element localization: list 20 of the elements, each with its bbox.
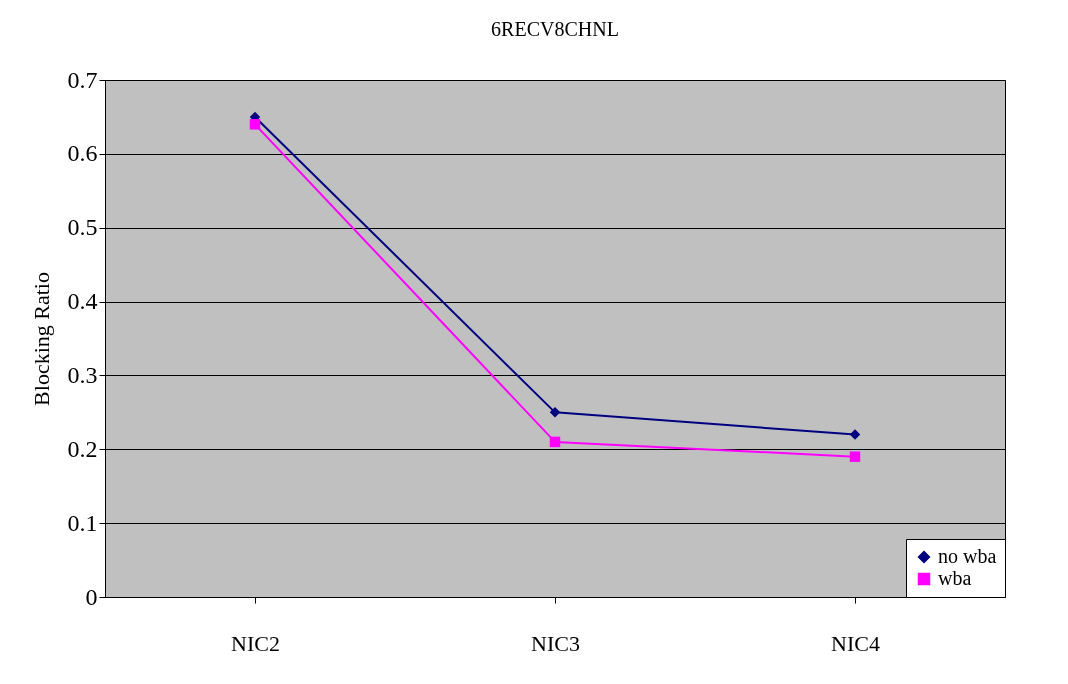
y-tick-label: 0.1 [67, 509, 98, 536]
y-tick-label: 0.5 [67, 214, 98, 241]
y-tick-label: 0 [85, 583, 98, 610]
x-tick-label: NIC3 [531, 630, 580, 656]
y-tick-label: 0.6 [67, 140, 98, 167]
point [849, 429, 861, 440]
point [249, 119, 261, 130]
x-tick-label: NIC2 [231, 630, 280, 656]
y-tick-label: 0.7 [67, 66, 98, 93]
legend-label: no wba [938, 545, 997, 567]
chart-title: 6RECV8CHNL [491, 18, 619, 40]
point [549, 407, 561, 418]
point [849, 451, 861, 462]
y-tick-label: 0.3 [67, 361, 98, 388]
x-tick-label: NIC4 [831, 630, 880, 656]
y-tick-label: 0.2 [67, 435, 98, 462]
legend-label: wba [938, 567, 972, 589]
y-tick-label: 0.4 [67, 288, 98, 315]
y-axis-title: Blocking Ratio [28, 272, 54, 406]
point [549, 436, 561, 448]
